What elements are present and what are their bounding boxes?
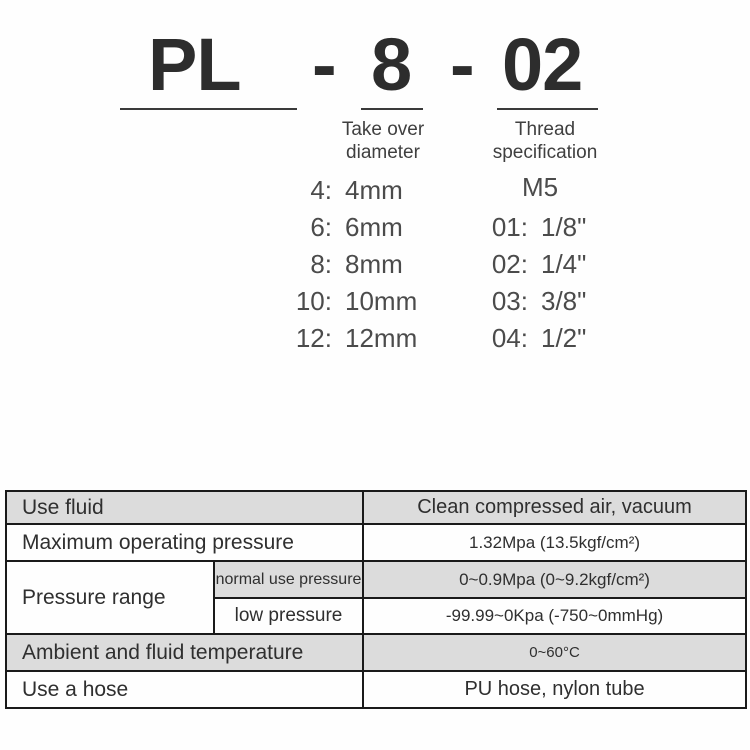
legend-item-key: 03: <box>491 286 528 316</box>
legend-item-key: 10: <box>295 286 332 316</box>
spec-sublabel-low-pressure: low pressure <box>212 597 365 635</box>
legend-item-thread-02: 02: 1/4" <box>460 246 635 283</box>
spec-label-pressure-range: Pressure range <box>5 560 215 635</box>
legend-item-key: 02: <box>491 249 528 279</box>
thread-header-line2: specification <box>492 142 598 163</box>
spec-label-max-pressure: Maximum operating pressure <box>4 523 365 562</box>
legend-item-value: 12mm <box>345 323 418 353</box>
thread-header-line1: Thread <box>514 119 576 140</box>
legend-item-diameter-10: 10: 10mm <box>262 283 437 320</box>
spec-row-hose: Use a hose PU hose, nylon tube <box>4 670 748 709</box>
spec-row-max-pressure: Maximum operating pressure 1.32Mpa (13.5… <box>4 523 748 562</box>
thread-column-header: Thread specification <box>465 118 625 164</box>
legend-item-key: 01: <box>491 212 528 242</box>
diameter-header-line1: Take over <box>341 119 425 140</box>
legend-item-value: 4mm <box>345 175 403 205</box>
legend-item-value: 1/2" <box>541 323 587 353</box>
spec-value-max-pressure: 1.32Mpa (13.5kgf/cm²) <box>362 523 748 562</box>
diameter-legend-list: 4: 4mm 6: 6mm 8: 8mm 10: 10mm 12: 12mm <box>262 172 437 357</box>
legend-item-key: 4: <box>310 175 332 205</box>
part-code-separator: - <box>312 23 337 106</box>
thread-legend-list: M5 01: 1/8" 02: 1/4" 03: 3/8" 04: 1/2" <box>460 172 635 357</box>
thread-underline <box>497 108 598 110</box>
legend-item-value: 1/8" <box>541 212 587 242</box>
part-code-thread: 02 <box>502 23 583 106</box>
spec-row-temperature: Ambient and fluid temperature 0~60°C <box>4 633 748 672</box>
spec-label-use-fluid: Use fluid <box>4 490 365 525</box>
legend-item-thread-01: 01: 1/8" <box>460 209 635 246</box>
legend-item-key: 6: <box>310 212 332 242</box>
legend-item-value: 10mm <box>345 286 418 316</box>
spec-value-low-pressure: -99.99~0Kpa (-750~0mmHg) <box>362 597 748 635</box>
legend-item-diameter-6: 6: 6mm <box>262 209 437 246</box>
legend-item-thread-04: 04: 1/2" <box>460 320 635 357</box>
legend-item-value: 3/8" <box>541 286 587 316</box>
part-code-prefix: PL <box>148 23 242 106</box>
legend-item-key: 12: <box>295 323 332 353</box>
legend-item-thread-03: 03: 3/8" <box>460 283 635 320</box>
legend-item-key: 8: <box>310 249 332 279</box>
spec-label-hose: Use a hose <box>4 670 365 709</box>
size-underline <box>361 108 423 110</box>
legend-item-diameter-8: 8: 8mm <box>262 246 437 283</box>
legend-item-value: 6mm <box>345 212 403 242</box>
spec-value-hose: PU hose, nylon tube <box>362 670 748 709</box>
diameter-column-header: Take over diameter <box>303 118 463 164</box>
spec-sublabel-normal-pressure: normal use pressure <box>212 560 365 599</box>
legend-item-thread-m5: M5 <box>521 172 559 202</box>
legend-item-diameter-12: 12: 12mm <box>262 320 437 357</box>
spec-table: Use fluid Clean compressed air, vacuum M… <box>4 490 748 709</box>
spec-value-use-fluid: Clean compressed air, vacuum <box>362 490 748 525</box>
spec-value-temperature: 0~60°C <box>362 633 748 672</box>
spec-row-pressure-low: low pressure -99.99~0Kpa (-750~0mmHg) <box>6 597 748 635</box>
diameter-header-line2: diameter <box>346 142 420 163</box>
part-code-size: 8 <box>371 23 412 106</box>
legend-item-value: 1/4" <box>541 249 587 279</box>
spec-value-normal-pressure: 0~0.9Mpa (0~9.2kgf/cm²) <box>362 560 748 599</box>
spec-row-use-fluid: Use fluid Clean compressed air, vacuum <box>4 490 748 525</box>
part-code-separator: - <box>450 23 475 106</box>
spec-row-pressure-normal: Pressure range normal use pressure 0~0.9… <box>5 560 748 635</box>
legend-item-key: 04: <box>491 323 528 353</box>
legend-item-value: 8mm <box>345 249 403 279</box>
legend-item-diameter-4: 4: 4mm <box>262 172 437 209</box>
prefix-underline <box>120 108 297 110</box>
spec-label-temperature: Ambient and fluid temperature <box>4 633 365 672</box>
